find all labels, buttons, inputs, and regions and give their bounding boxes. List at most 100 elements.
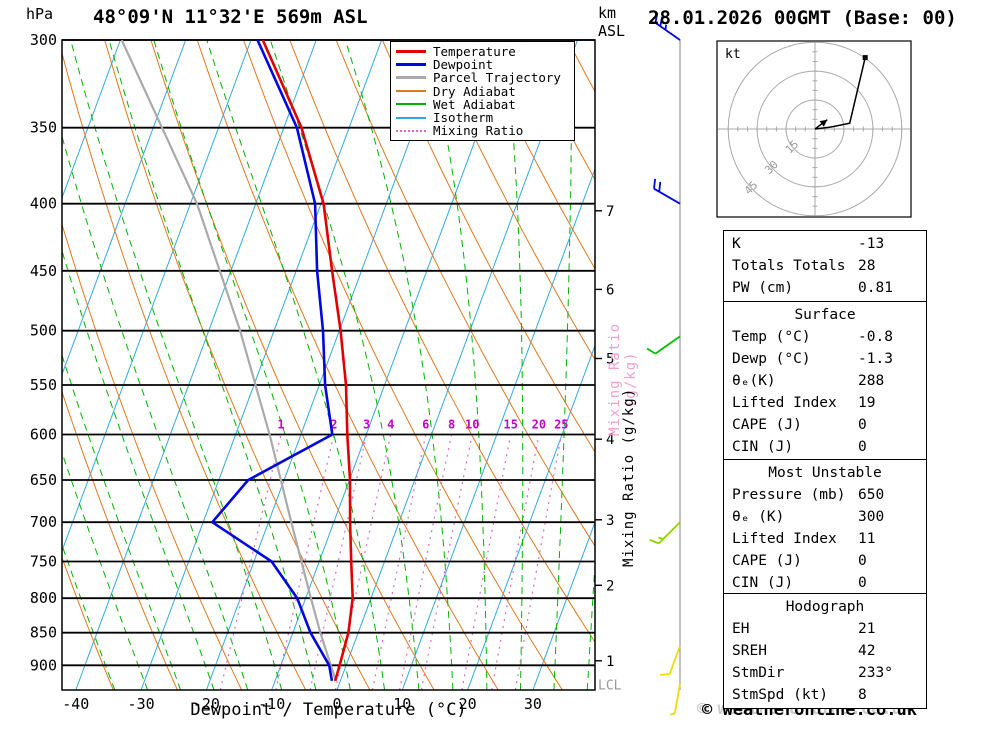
- temp-tick-label: 30: [524, 695, 542, 713]
- wind-barb: [646, 335, 681, 355]
- legend-swatch: [396, 76, 426, 80]
- plot-frame: [61, 39, 596, 691]
- mixing-ratio-value-label: 4: [387, 418, 394, 432]
- dry-adiabat-line: [289, 40, 595, 644]
- km-tick-label: 3: [606, 513, 614, 529]
- mixing-ratio-line: [275, 434, 335, 690]
- table-row-label: Pressure (mb): [732, 487, 846, 503]
- legend-item-label: Dry Adiabat: [433, 83, 516, 99]
- dry-adiabat-line: [62, 222, 243, 690]
- table-row: K -13: [724, 233, 926, 255]
- mixing-ratio-value-label: 15: [503, 418, 517, 432]
- mixing-ratio-value-label: 2: [330, 418, 337, 432]
- table-row-label: K: [732, 236, 741, 252]
- most-unstable-table: Most Unstable Pressure (mb) 650 θₑ (K) 300 Li…: [723, 459, 927, 597]
- table-row: EH 21: [724, 618, 926, 640]
- wet-adiabat-line: [62, 451, 149, 690]
- km-tick-label: 5: [606, 352, 614, 368]
- wet-adiabat-line: [62, 353, 182, 690]
- wind-barb: [653, 178, 681, 205]
- km-tick-label: 2: [606, 578, 614, 594]
- mixing-ratio-line: [371, 434, 427, 690]
- table-row-label: CIN (J): [732, 439, 794, 455]
- table-row: StmDir 233°: [724, 662, 926, 684]
- isotherm-line: [271, 40, 513, 690]
- legend-item: Mixing Ratio: [396, 123, 569, 139]
- pressure-tick-label: 300: [30, 31, 57, 49]
- wet-adiabat-line: [206, 40, 386, 690]
- table-row-value: 28: [858, 258, 876, 274]
- legend-swatch: [396, 63, 426, 67]
- temp-tick-label: -40: [62, 695, 89, 713]
- table-title: Surface: [794, 307, 856, 323]
- table-row-label: Totals Totals: [732, 258, 846, 274]
- station-title: 48°09'N 11°32'E 569m ASL: [93, 6, 368, 28]
- legend-swatch: [396, 50, 426, 54]
- mixing-ratio-line: [514, 434, 562, 690]
- skewt-chart: 1 2 3 4 6 8 10 15 20 2530035040045050055060065070…: [30, 12, 700, 716]
- dry-adiabat-line: [243, 40, 563, 690]
- table-row-label: θₑ(K): [732, 373, 776, 389]
- table-row-value: 0: [858, 439, 867, 455]
- wind-barb: [654, 12, 681, 41]
- km-tick-label: 6: [606, 282, 614, 298]
- table-row-value: 8: [858, 687, 867, 703]
- table-row-value: 42: [858, 643, 876, 659]
- legend-item: Wet Adiabat: [396, 97, 569, 112]
- table-row: CAPE (J) 0: [724, 414, 926, 436]
- table-row-value: -13: [858, 236, 885, 252]
- mixing-ratio-line: [399, 434, 453, 690]
- km-tick-label: 4: [606, 432, 614, 448]
- table-row-label: PW (cm): [732, 280, 794, 296]
- dry-adiabat-line: [104, 40, 371, 690]
- table-row-label: Lifted Index: [732, 531, 837, 547]
- km-tick-label: 7: [606, 204, 614, 220]
- isotherm-line: [532, 520, 595, 690]
- mixing-ratio-value-label: 10: [465, 418, 479, 432]
- table-row-value: 0: [858, 417, 867, 433]
- legend-item: Isotherm: [396, 110, 569, 125]
- mixing-ratio-line: [309, 434, 368, 690]
- legend-swatch: [396, 129, 426, 132]
- table-row-label: CAPE (J): [732, 553, 802, 569]
- table-row: CIN (J) 0: [724, 436, 926, 458]
- legend-swatch: [396, 90, 426, 93]
- table-row-value: 0: [858, 553, 867, 569]
- table-row: CAPE (J) 0: [724, 550, 926, 572]
- isotherm-line: [62, 40, 121, 200]
- dry-adiabat-line: [62, 556, 114, 690]
- legend-item: Dry Adiabat: [396, 83, 569, 99]
- table-row: θₑ(K) 288: [724, 370, 926, 392]
- wet-adiabat-line: [108, 40, 317, 690]
- table-row-label: CIN (J): [732, 575, 794, 591]
- table-row: Temp (°C) -0.8: [724, 326, 926, 348]
- table-row: Pressure (mb) 650: [724, 484, 926, 506]
- legend-item: Temperature: [396, 44, 569, 59]
- hodograph-trace-end-marker: [862, 55, 868, 61]
- wet-adiabat-line: [686, 40, 700, 690]
- chart-legend: Temperature Dewpoint Parcel Trajectory Dry …: [390, 41, 575, 142]
- table-row-label: Dewp (°C): [732, 351, 811, 367]
- legend-item-label: Mixing Ratio: [433, 123, 524, 139]
- legend-item: Parcel Trajectory: [396, 70, 569, 85]
- table-row-label: Temp (°C): [732, 329, 811, 345]
- table-row-label: StmDir: [732, 665, 785, 681]
- pressure-tick-label: 700: [30, 513, 57, 531]
- isotherm-line: [140, 40, 383, 690]
- dry-adiabat-line: [335, 40, 595, 547]
- table-row-label: EH: [732, 621, 750, 637]
- table-row: Dewp (°C) -1.3: [724, 348, 926, 370]
- pressure-tick-label: 500: [30, 322, 57, 340]
- temp-tick-label: -10: [258, 695, 285, 713]
- dry-adiabat-line: [381, 40, 595, 454]
- table-row-value: -0.8: [858, 329, 893, 345]
- mixing-ratio-value-label: 3: [363, 418, 370, 432]
- isotherm-line: [205, 40, 448, 690]
- temperature-axis-label: Dewpoint / Temperature (°C): [190, 700, 467, 720]
- dry-adiabat-line: [428, 40, 595, 361]
- table-row-label: CAPE (J): [732, 417, 802, 433]
- table-row-value: 0: [858, 575, 867, 591]
- pressure-tick-label: 650: [30, 471, 57, 489]
- table-row-value: -1.3: [858, 351, 893, 367]
